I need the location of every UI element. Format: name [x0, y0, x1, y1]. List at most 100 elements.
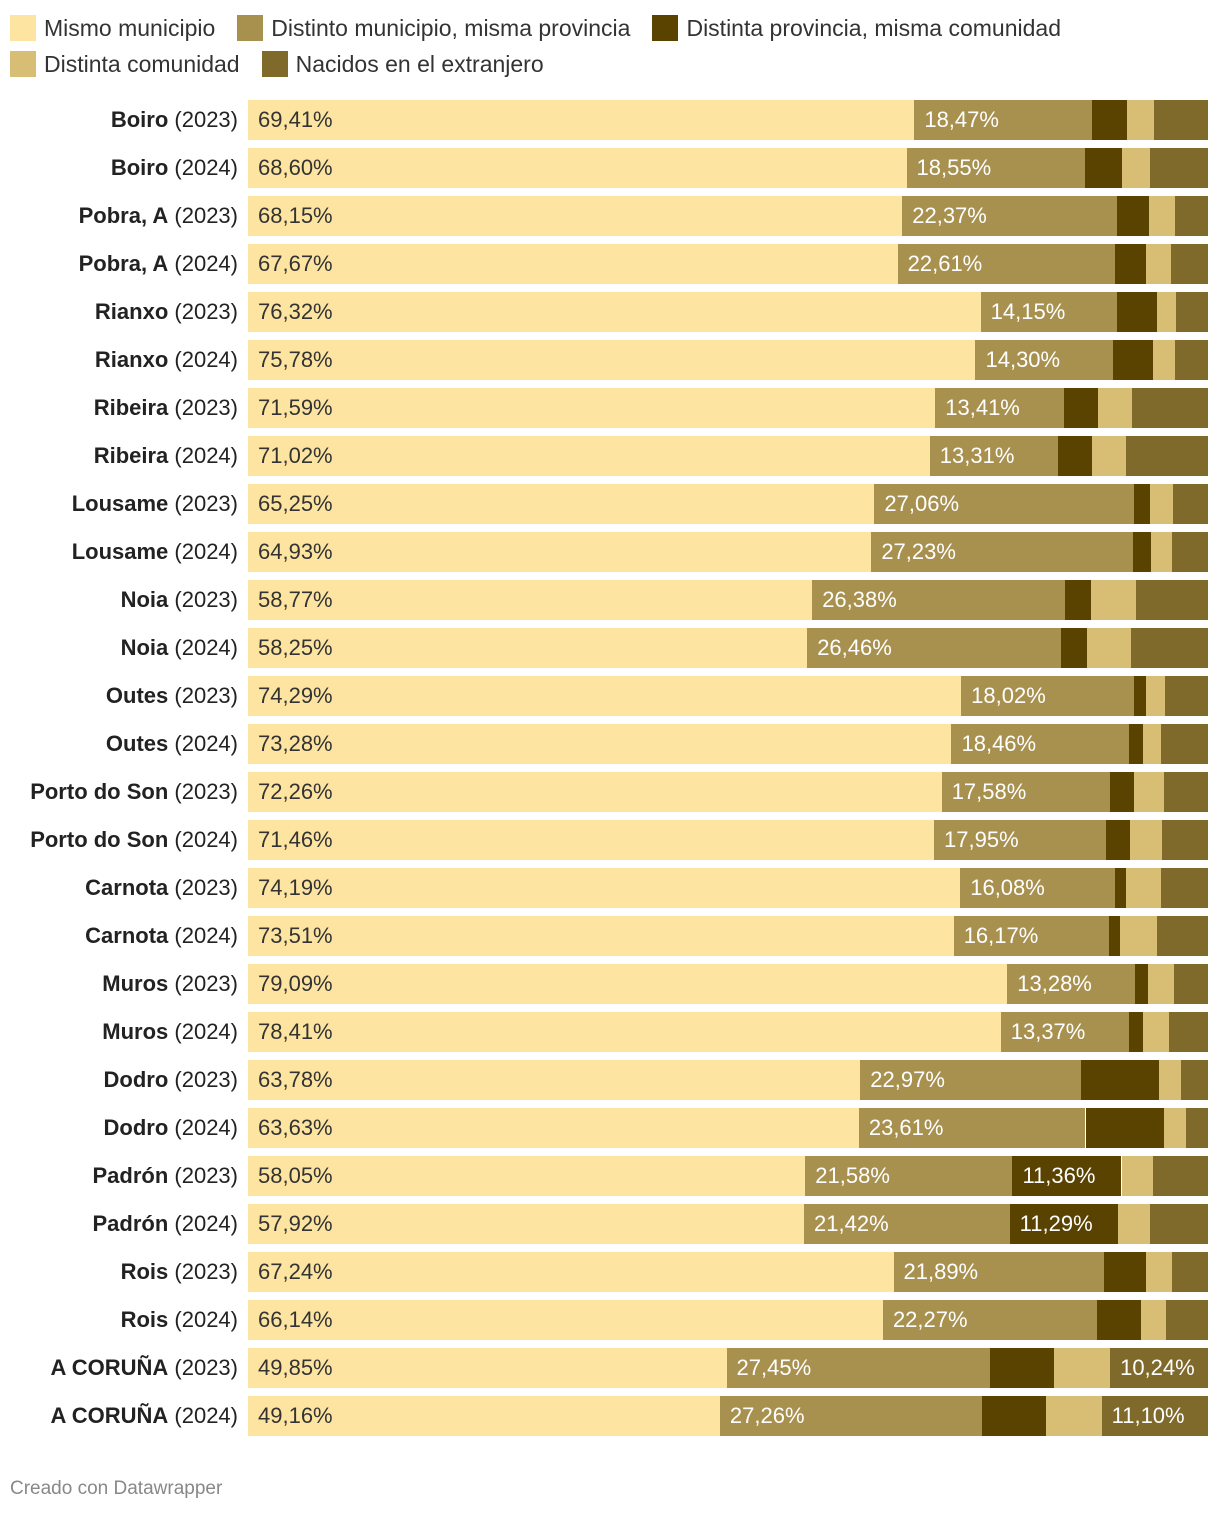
bar-segment — [1054, 1348, 1111, 1388]
row-label-year: (2023) — [168, 971, 238, 996]
row-label: Rois (2023) — [121, 1252, 238, 1292]
bar-segment — [248, 1012, 1001, 1052]
bar-segment — [248, 1348, 727, 1388]
row-label: Carnota (2024) — [85, 916, 238, 956]
row-label: Porto do Son (2023) — [30, 772, 238, 812]
bar-segment — [1091, 100, 1128, 140]
data-label: 13,41% — [945, 395, 1020, 420]
bar-track: 49,16% 27,26% 11,10% — [248, 1396, 1208, 1436]
row-label: Rianxo (2024) — [95, 340, 238, 380]
bar-segment — [1125, 436, 1208, 476]
row-label-year: (2023) — [168, 683, 238, 708]
bar-segment — [1148, 196, 1175, 236]
row-label-year: (2024) — [168, 1115, 238, 1140]
row-label-name: Rianxo — [94, 299, 169, 324]
bar-segment — [1130, 820, 1162, 860]
row-label-name: Padrón — [92, 1211, 169, 1236]
bar-segment — [248, 388, 936, 428]
row-label-name: Outes — [105, 731, 169, 756]
bar-track: 63,63% 23,61% — [248, 1108, 1208, 1148]
bar-row: Rianxo (2023) 76,32% 14,15% — [0, 292, 1220, 332]
row-label-name: Muros — [102, 971, 169, 996]
data-label: 65,25% — [258, 491, 333, 516]
data-label: 13,28% — [1017, 971, 1092, 996]
bar-segment — [1164, 772, 1208, 812]
row-label-year: (2023) — [168, 1067, 238, 1092]
row-label: Lousame (2024) — [72, 532, 238, 572]
bar-segment — [1084, 148, 1123, 188]
bar-row: Dodro (2023) 63,78% 22,97% — [0, 1060, 1220, 1100]
bar-segment — [1127, 100, 1155, 140]
row-label-name: Muros — [102, 1019, 169, 1044]
data-label: 73,28% — [258, 731, 333, 756]
data-label: 16,08% — [970, 875, 1045, 900]
row-label-year: (2023) — [168, 1259, 238, 1284]
chart-legend: Mismo municipio Distinto municipio, misma… — [10, 10, 1200, 82]
bar-segment — [1108, 916, 1121, 956]
row-label-name: Noia — [120, 635, 169, 660]
legend-swatch — [652, 15, 679, 41]
data-label: 74,19% — [258, 875, 333, 900]
bar-segment — [1129, 1012, 1143, 1052]
bar-segment — [893, 1252, 1104, 1292]
bar-track: 71,46% 17,95% — [248, 820, 1208, 860]
data-label: 71,46% — [258, 827, 333, 852]
bar-track: 58,77% 26,38% — [248, 580, 1208, 620]
row-label: Ribeira (2023) — [94, 388, 238, 428]
bar-segment — [929, 436, 1058, 476]
bar-segment — [1120, 916, 1157, 956]
legend-label: Distinta comunidad — [44, 50, 240, 77]
legend-swatch — [10, 15, 36, 41]
bar-segment — [897, 244, 1115, 284]
bar-segment — [807, 628, 1062, 668]
row-label-name: Padrón — [92, 1163, 169, 1188]
bar-segment — [960, 868, 1115, 908]
bar-segment — [1112, 340, 1154, 380]
row-label: Rois (2024) — [121, 1300, 238, 1340]
bar-row: Outes (2024) 73,28% 18,46% — [0, 724, 1220, 764]
row-label: A CORUÑA (2023) — [51, 1348, 238, 1388]
data-label: 58,77% — [258, 587, 333, 612]
data-label: 13,37% — [1010, 1019, 1086, 1044]
bar-track: 75,78% 14,30% — [248, 340, 1208, 380]
legend-item: Mismo municipio — [10, 15, 215, 42]
bar-segment — [812, 580, 1066, 620]
row-label: Outes (2023) — [106, 676, 238, 716]
bar-segment — [1096, 1300, 1141, 1340]
bar-track: 65,25% 27,06% — [248, 484, 1208, 524]
bar-segment — [1065, 580, 1092, 620]
bar-segment — [1169, 1012, 1208, 1052]
bar-segment — [1012, 1156, 1122, 1196]
bar-segment — [1106, 820, 1131, 860]
bar-row: Ribeira (2024) 71,02% 13,31% — [0, 436, 1220, 476]
bar-segment — [248, 820, 935, 860]
bar-segment — [248, 196, 903, 236]
bar-track: 49,85% 27,45% 10,24% — [248, 1348, 1208, 1388]
bar-segment — [975, 340, 1113, 380]
bar-segment — [1162, 820, 1208, 860]
bar-segment — [1121, 1156, 1154, 1196]
bar-row: Porto do Son (2023) 72,26% 17,58% — [0, 772, 1220, 812]
bar-segment — [1126, 868, 1161, 908]
data-label: 69,41% — [258, 107, 333, 132]
row-label-year: (2024) — [168, 251, 238, 276]
legend-item: Distinta comunidad — [10, 51, 240, 78]
data-label: 49,85% — [258, 1355, 333, 1380]
row-label-year: (2023) — [168, 107, 238, 132]
row-label-year: (2024) — [168, 1211, 238, 1236]
bar-segment — [1110, 772, 1135, 812]
data-label: 18,02% — [971, 683, 1046, 708]
legend-swatch — [10, 51, 36, 77]
row-label-year: (2024) — [168, 443, 238, 468]
row-label-year: (2024) — [168, 539, 238, 564]
bar-segment — [1007, 964, 1135, 1004]
row-label-name: A CORUÑA — [50, 1403, 169, 1428]
row-label-name: Pobra, A — [78, 203, 169, 228]
legend-label: Nacidos en el extranjero — [295, 50, 544, 77]
data-label: 49,16% — [258, 1403, 333, 1428]
bar-segment — [1160, 868, 1208, 908]
data-label: 14,30% — [985, 347, 1061, 372]
bar-segment — [1171, 1252, 1208, 1292]
bar-segment — [248, 532, 872, 572]
data-label: 22,37% — [912, 203, 987, 228]
